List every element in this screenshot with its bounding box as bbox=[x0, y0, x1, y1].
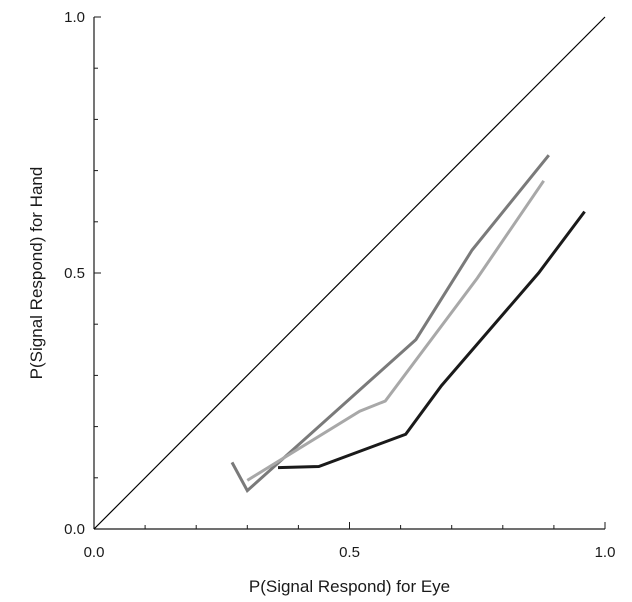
y-tick-label: 1.0 bbox=[64, 9, 85, 26]
x-tick-label: 0.5 bbox=[339, 544, 360, 561]
series-line-3 bbox=[277, 210, 586, 470]
series-line-2 bbox=[246, 179, 545, 482]
series-lines bbox=[230, 154, 586, 493]
y-axis-label: P(Signal Respond) for Hand bbox=[27, 167, 46, 380]
tick-labels: 0.0 0.5 1.0 0.0 0.5 1.0 bbox=[64, 9, 615, 561]
x-axis-label: P(Signal Respond) for Eye bbox=[249, 577, 450, 596]
y-tick-label: 0.5 bbox=[64, 265, 85, 282]
tick-marks bbox=[93, 16, 606, 530]
series-line-1 bbox=[230, 154, 550, 493]
y-tick-label: 0.0 bbox=[64, 521, 85, 538]
x-tick-label: 1.0 bbox=[595, 544, 616, 561]
x-tick-label: 0.0 bbox=[84, 544, 105, 561]
reference-diagonal-line bbox=[93, 16, 606, 530]
